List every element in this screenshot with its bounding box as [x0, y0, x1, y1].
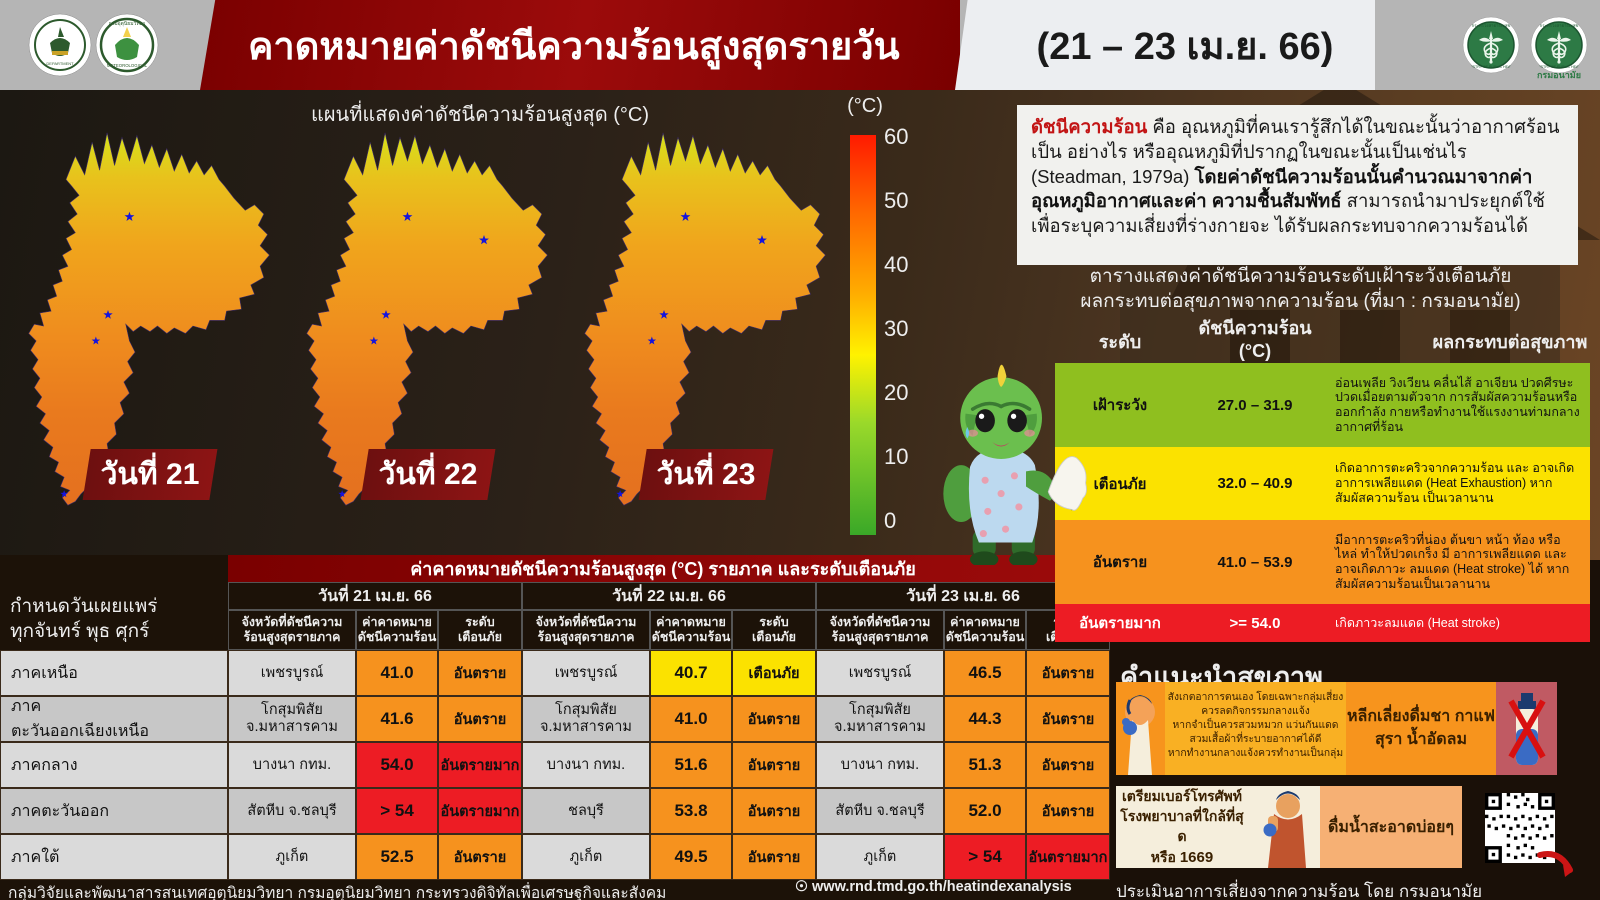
svg-text:METEOROLOGICAL: METEOROLOGICAL	[107, 63, 148, 68]
svg-text:กรมอุตุนิยมวิทยา: กรมอุตุนิยมวิทยา	[109, 20, 146, 27]
svg-text:DEPARTMENT: DEPARTMENT	[46, 61, 74, 66]
svg-text:MINISTRY OF PUBLIC HEALTH: MINISTRY OF PUBLIC HEALTH	[1465, 65, 1517, 69]
